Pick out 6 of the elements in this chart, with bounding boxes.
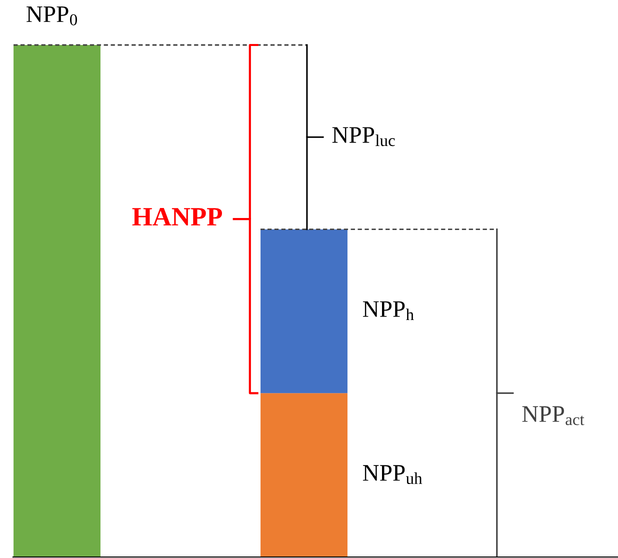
series-label: NPP$_{h}$ bbox=[362, 301, 414, 320]
series-label: NPP$_{uh}$ bbox=[362, 465, 422, 484]
annotation: HANPP bbox=[132, 208, 222, 226]
annotation: NPP$_{act}$ bbox=[522, 406, 584, 426]
series-label: NPP$_{0}$ bbox=[26, 6, 78, 26]
annotation: NPP$_{luc}$ bbox=[332, 127, 395, 146]
